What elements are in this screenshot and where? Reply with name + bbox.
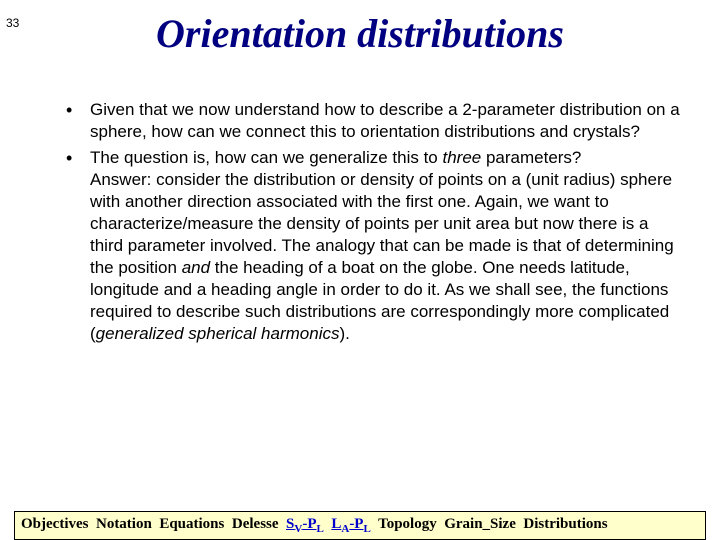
bullet-item: • Given that we now understand how to de… <box>60 99 680 143</box>
footer-link-topology[interactable]: Topology <box>378 516 437 532</box>
footer-link-grain-size[interactable]: Grain_Size <box>444 516 516 532</box>
bullet-text: The question is, how can we generalize t… <box>90 147 680 345</box>
bullet-marker: • <box>60 99 90 143</box>
footer-link-notation[interactable]: Notation <box>96 516 152 532</box>
footer-link-delesse[interactable]: Delesse <box>232 516 279 532</box>
slide-body: • Given that we now understand how to de… <box>0 99 720 345</box>
bullet-item: • The question is, how can we generalize… <box>60 147 680 345</box>
footer-link-la-pl[interactable]: LA-PL <box>331 516 370 532</box>
page-number: 33 <box>6 16 19 30</box>
footer-nav: Objectives Notation Equations Delesse SV… <box>14 511 706 540</box>
slide-title: Orientation distributions <box>0 10 720 57</box>
footer-link-distributions[interactable]: Distributions <box>523 516 607 532</box>
bullet-marker: • <box>60 147 90 345</box>
footer-link-equations[interactable]: Equations <box>159 516 224 532</box>
footer-link-sv-pl[interactable]: SV-PL <box>286 516 324 532</box>
footer-link-objectives[interactable]: Objectives <box>21 516 88 532</box>
bullet-text: Given that we now understand how to desc… <box>90 99 680 143</box>
